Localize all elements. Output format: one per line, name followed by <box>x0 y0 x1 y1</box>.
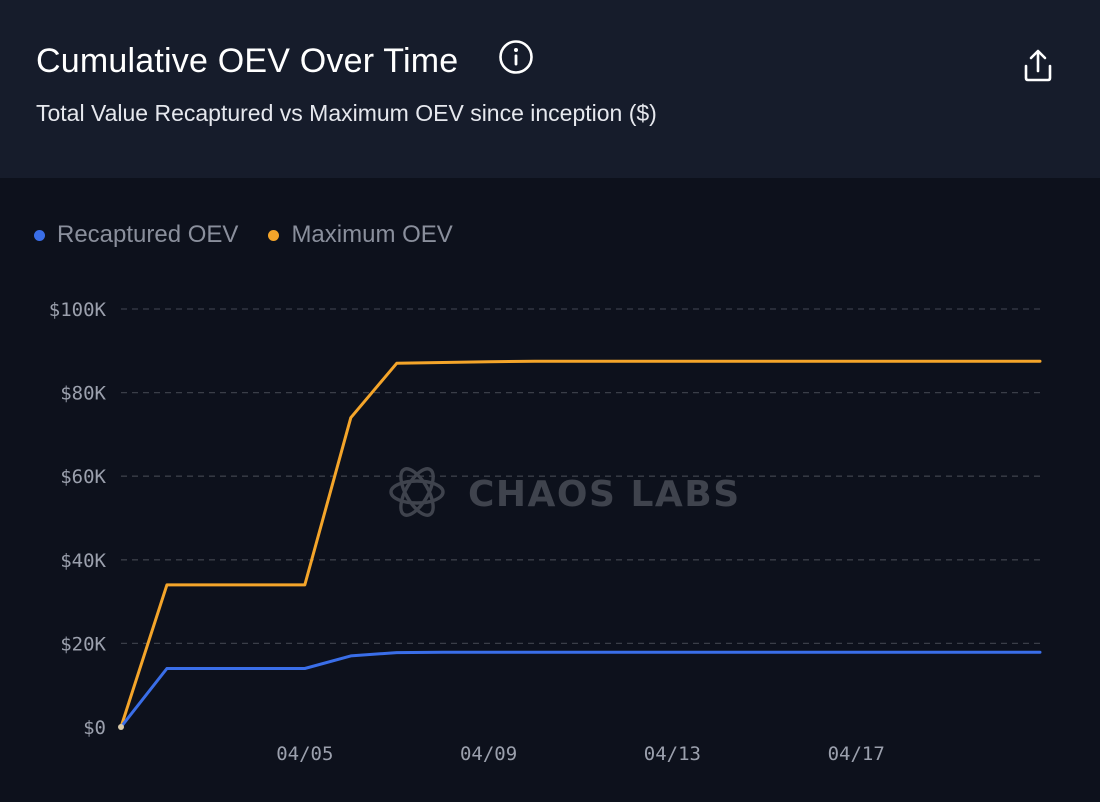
x-tick-label: 04/13 <box>644 743 701 765</box>
series-layer <box>118 359 1042 730</box>
series-line-maximum[interactable] <box>119 359 1042 729</box>
x-tick-label: 04/17 <box>828 743 885 765</box>
y-tick-label: $40K <box>60 550 106 572</box>
legend-item-maximum[interactable]: Maximum OEV <box>268 221 453 249</box>
series-line-recaptured[interactable] <box>119 650 1042 729</box>
watermark-text: CHAOS LABS <box>468 474 741 515</box>
legend-dot-maximum <box>268 229 280 241</box>
info-icon[interactable] <box>497 38 535 76</box>
y-tick-label: $60K <box>60 466 106 488</box>
chaos-labs-logo-icon <box>389 467 445 517</box>
axis-layer: $0 $20K $40K $60K $80K $100K 04/05 04/09 04/13 04… <box>49 299 885 765</box>
x-tick-label: 04/09 <box>460 743 517 765</box>
y-tick-label: $80K <box>60 383 106 405</box>
watermark: CHAOS LABS <box>389 467 741 517</box>
chart-subtitle: Total Value Recaptured vs Maximum OEV si… <box>36 100 657 126</box>
legend-item-recaptured[interactable]: Recaptured OEV <box>34 221 238 249</box>
legend-dot-recaptured <box>34 229 45 241</box>
chart-title: Cumulative OEV Over Time <box>36 42 459 80</box>
share-icon[interactable] <box>1018 46 1058 86</box>
chart-header: Cumulative OEV Over Time Total Value Rec… <box>0 0 1100 178</box>
legend-label-maximum: Maximum OEV <box>291 221 453 248</box>
origin-point <box>118 724 124 730</box>
y-tick-label: $20K <box>60 633 106 655</box>
y-tick-label: $0 <box>83 717 106 739</box>
chart-legend: Recaptured OEV Maximum OEV <box>34 218 483 252</box>
x-tick-label: 04/05 <box>276 743 333 765</box>
y-tick-label: $100K <box>49 299 107 321</box>
legend-label-recaptured: Recaptured OEV <box>57 221 239 248</box>
